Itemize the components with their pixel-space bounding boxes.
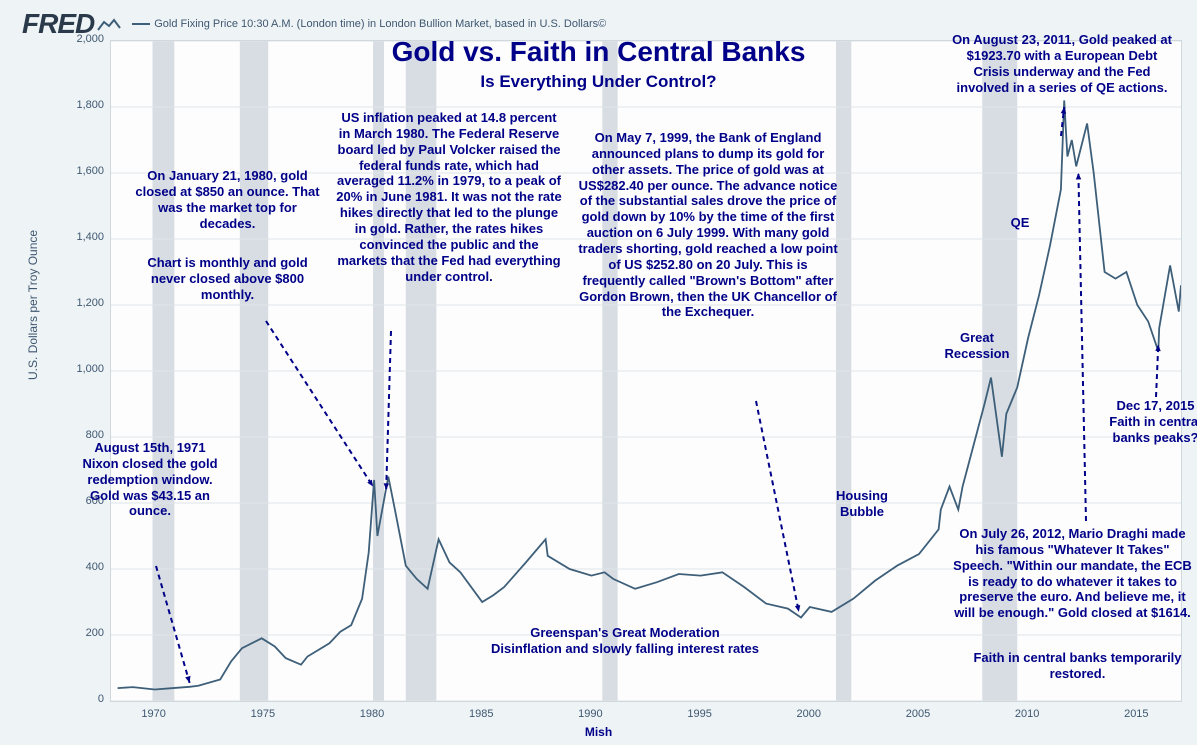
anno-nixon: August 15th, 1971 Nixon closed the gold …	[80, 440, 220, 519]
chart-title: Gold vs. Faith in Central Banks	[392, 36, 806, 68]
footer-attribution: Mish	[585, 725, 612, 739]
anno-dec2015: Dec 17, 2015 Faith in central banks peak…	[1108, 398, 1197, 446]
fred-spark-icon	[96, 14, 124, 34]
anno-greenspan: Greenspan's Great Moderation Disinflatio…	[440, 625, 810, 657]
anno-monthly: Chart is monthly and gold never closed a…	[130, 255, 325, 303]
series-label: Gold Fixing Price 10:30 A.M. (London tim…	[132, 18, 606, 30]
anno-housing: Housing Bubble	[822, 488, 902, 520]
anno-great-recession: Great Recession	[932, 330, 1022, 362]
chart-container: FRED Gold Fixing Price 10:30 A.M. (Londo…	[0, 0, 1197, 745]
anno-aug2011: On August 23, 2011, Gold peaked at $1923…	[948, 32, 1176, 95]
anno-faith-restored: Faith in central banks temporarily resto…	[960, 650, 1195, 682]
anno-boe: On May 7, 1999, the Bank of England anno…	[578, 130, 838, 320]
anno-jan1980: On January 21, 1980, gold closed at $850…	[130, 168, 325, 231]
y-axis-label: U.S. Dollars per Troy Ounce	[26, 230, 40, 380]
anno-draghi: On July 26, 2012, Mario Draghi made his …	[950, 526, 1195, 621]
anno-qe: QE	[1000, 215, 1040, 231]
chart-subtitle: Is Everything Under Control?	[480, 72, 716, 92]
anno-volcker: US inflation peaked at 14.8 percent in M…	[335, 110, 563, 284]
